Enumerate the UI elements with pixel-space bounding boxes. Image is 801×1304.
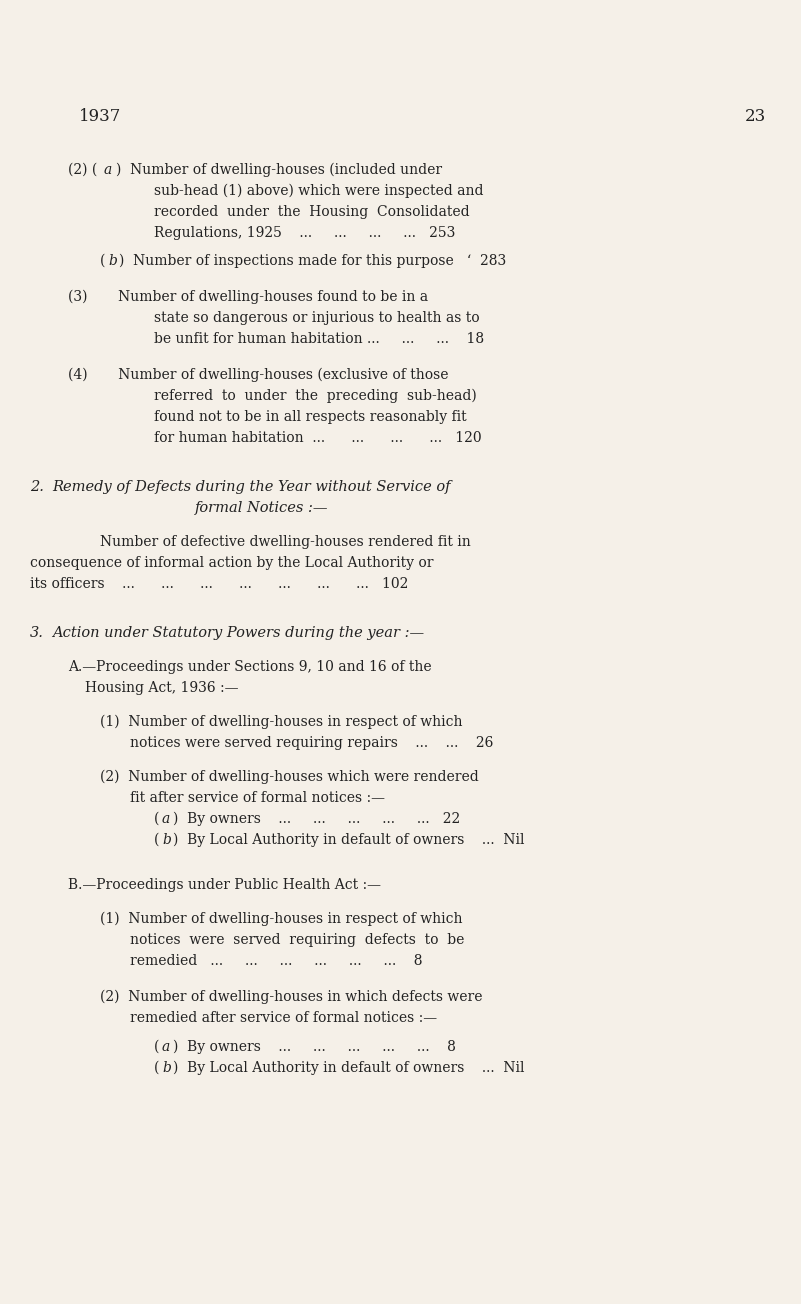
Text: Regulations, 1925    ...     ...     ...     ...   253: Regulations, 1925 ... ... ... ... 253 bbox=[154, 226, 456, 240]
Text: A.—Proceedings under Sections 9, 10 and 16 of the: A.—Proceedings under Sections 9, 10 and … bbox=[68, 660, 432, 674]
Text: for human habitation  ...      ...      ...      ...   120: for human habitation ... ... ... ... 120 bbox=[154, 432, 481, 445]
Text: b: b bbox=[162, 1061, 171, 1074]
Text: Housing Act, 1936 :—: Housing Act, 1936 :— bbox=[85, 681, 239, 695]
Text: a: a bbox=[162, 812, 171, 825]
Text: 2.: 2. bbox=[30, 480, 44, 494]
Text: notices were served requiring repairs    ...    ...    26: notices were served requiring repairs ..… bbox=[130, 735, 493, 750]
Text: state so dangerous or injurious to health as to: state so dangerous or injurious to healt… bbox=[154, 310, 480, 325]
Text: sub-head (1) above) which were inspected and: sub-head (1) above) which were inspected… bbox=[154, 184, 484, 198]
Text: remedied after service of formal notices :—: remedied after service of formal notices… bbox=[130, 1011, 437, 1025]
Text: 3.: 3. bbox=[30, 626, 44, 640]
Text: Remedy of Defects during the Year without Service of: Remedy of Defects during the Year withou… bbox=[52, 480, 450, 494]
Text: found not to be in all respects reasonably fit: found not to be in all respects reasonab… bbox=[154, 409, 467, 424]
Text: (3)       Number of dwelling-houses found to be in a: (3) Number of dwelling-houses found to b… bbox=[68, 289, 428, 304]
Text: (4)       Number of dwelling-houses (exclusive of those: (4) Number of dwelling-houses (exclusive… bbox=[68, 368, 449, 382]
Text: b: b bbox=[162, 833, 171, 848]
Text: )  Number of inspections made for this purpose   ‘  283: ) Number of inspections made for this pu… bbox=[119, 254, 506, 269]
Text: b: b bbox=[108, 254, 117, 269]
Text: referred  to  under  the  preceding  sub-head): referred to under the preceding sub-head… bbox=[154, 389, 477, 403]
Text: a: a bbox=[162, 1041, 171, 1054]
Text: )  By Local Authority in default of owners    ...  Nil: ) By Local Authority in default of owner… bbox=[173, 833, 525, 848]
Text: remedied   ...     ...     ...     ...     ...     ...    8: remedied ... ... ... ... ... ... 8 bbox=[130, 955, 422, 968]
Text: (1)  Number of dwelling-houses in respect of which: (1) Number of dwelling-houses in respect… bbox=[100, 715, 462, 729]
Text: (: ( bbox=[154, 1041, 159, 1054]
Text: recorded  under  the  Housing  Consolidated: recorded under the Housing Consolidated bbox=[154, 205, 469, 219]
Text: a: a bbox=[104, 163, 112, 177]
Text: (: ( bbox=[100, 254, 106, 269]
Text: )  By owners    ...     ...     ...     ...     ...    8: ) By owners ... ... ... ... ... 8 bbox=[173, 1041, 456, 1055]
Text: its officers    ...      ...      ...      ...      ...      ...      ...   102: its officers ... ... ... ... ... ... ...… bbox=[30, 576, 409, 591]
Text: formal Notices :—: formal Notices :— bbox=[195, 501, 328, 515]
Text: (1)  Number of dwelling-houses in respect of which: (1) Number of dwelling-houses in respect… bbox=[100, 911, 462, 926]
Text: 23: 23 bbox=[744, 108, 766, 125]
Text: be unfit for human habitation ...     ...     ...    18: be unfit for human habitation ... ... ..… bbox=[154, 333, 484, 346]
Text: (2)  Number of dwelling-houses which were rendered: (2) Number of dwelling-houses which were… bbox=[100, 769, 479, 785]
Text: (2)  Number of dwelling-houses in which defects were: (2) Number of dwelling-houses in which d… bbox=[100, 990, 482, 1004]
Text: (: ( bbox=[154, 1061, 159, 1074]
Text: Action under Statutory Powers during the year :—: Action under Statutory Powers during the… bbox=[52, 626, 424, 640]
Text: notices  were  served  requiring  defects  to  be: notices were served requiring defects to… bbox=[130, 932, 465, 947]
Text: (2) (: (2) ( bbox=[68, 163, 97, 177]
Text: (: ( bbox=[154, 833, 159, 848]
Text: )  By owners    ...     ...     ...     ...     ...   22: ) By owners ... ... ... ... ... 22 bbox=[173, 812, 461, 827]
Text: )  Number of dwelling-houses (included under: ) Number of dwelling-houses (included un… bbox=[116, 163, 442, 177]
Text: Number of defective dwelling-houses rendered fit in: Number of defective dwelling-houses rend… bbox=[100, 535, 471, 549]
Text: fit after service of formal notices :—: fit after service of formal notices :— bbox=[130, 792, 385, 805]
Text: B.—Proceedings under Public Health Act :—: B.—Proceedings under Public Health Act :… bbox=[68, 878, 381, 892]
Text: (: ( bbox=[154, 812, 159, 825]
Text: 1937: 1937 bbox=[78, 108, 121, 125]
Text: )  By Local Authority in default of owners    ...  Nil: ) By Local Authority in default of owner… bbox=[173, 1061, 525, 1076]
Text: consequence of informal action by the Local Authority or: consequence of informal action by the Lo… bbox=[30, 556, 433, 570]
